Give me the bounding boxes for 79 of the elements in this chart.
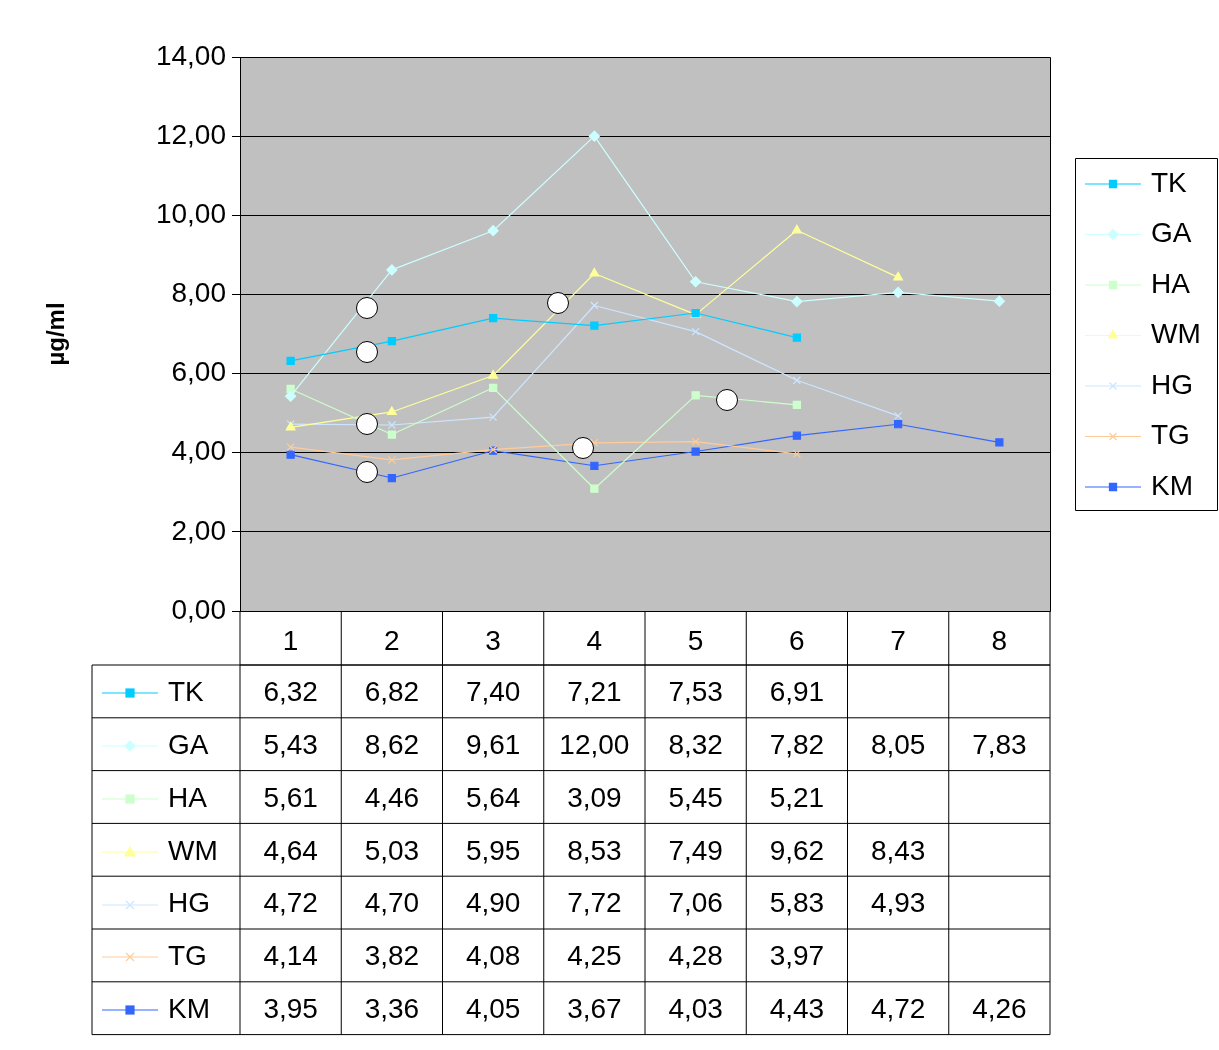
data-label: 7,83 [972,728,1027,760]
data-label: 3,09 [567,781,622,813]
data-label: 4,70 [364,887,420,919]
data-label: 9,61 [465,728,521,760]
data-label: 8,43 [870,834,926,866]
data-label: 4,72 [870,992,926,1024]
x-tick-label: 1 [282,624,299,656]
data-label: 4,72 [263,887,318,919]
data-label: 5,95 [465,834,521,866]
data-label: 9,62 [769,834,825,866]
data-label: 4,14 [263,940,318,972]
y-axis-title: µg/ml [41,302,69,366]
x-tick-label: 7 [890,624,906,656]
x-tick-label: 8 [991,624,1008,656]
data-label: 7,21 [567,676,622,708]
data-label: 4,64 [263,834,318,866]
data-label: 4,90 [465,887,521,919]
text: HG [168,887,210,919]
data-label: 6,91 [769,676,825,708]
x-tick-label: 3 [485,624,501,656]
legend-label: KM [1151,469,1193,501]
data-label: 4,43 [769,992,825,1024]
data-label: 3,95 [263,992,318,1024]
data-label: 8,32 [668,728,723,760]
data-label: 12,00 [559,728,630,760]
data-label: 5,21 [769,781,825,813]
x-tick-label: 2 [384,624,400,656]
data-label: 4,28 [668,940,723,972]
x-tick-label: 4 [586,624,603,656]
data-label: 7,49 [668,834,723,866]
text: GA [168,728,209,760]
text: WM [168,834,218,866]
y-tick-label: 2,00 [171,514,226,546]
data-label: 5,64 [465,781,521,813]
data-label: 4,08 [465,940,521,972]
data-label: 8,05 [870,728,926,760]
y-tick-label: 10,00 [155,198,226,229]
data-label: 7,06 [668,887,723,919]
data-label: 7,53 [668,676,723,708]
text: HA [1151,267,1190,299]
data-label: 7,82 [769,728,825,760]
data-label: 4,26 [972,992,1027,1024]
data-label: 8,62 [364,728,420,760]
data-label: 4,46 [364,781,420,813]
data-label: 5,03 [364,834,420,866]
data-label: 4,05 [465,992,521,1024]
y-tick-label: 14,00 [155,39,226,71]
data-label: 7,72 [567,887,622,919]
legend-label: HA [168,781,208,813]
y-tick-label: 6,00 [171,356,226,388]
data-label: 5,45 [668,781,723,813]
legend-label: TK [168,676,205,708]
text: KM [168,992,210,1024]
legend-label: WM [1151,318,1201,350]
data-label: 6,32 [263,676,318,708]
y-tick-label: 4,00 [171,435,226,467]
data-label: 5,61 [263,781,318,813]
data-label: 4,93 [870,887,926,919]
y-tick-label: 0,00 [171,593,226,625]
legend-label: GA [1151,217,1192,249]
y-tick-label: 12,00 [155,118,226,150]
data-label: 5,83 [769,887,825,919]
text: TG [168,940,207,972]
x-tick-label: 6 [789,624,805,656]
data-label: 3,67 [567,992,622,1024]
data-label: 4,25 [567,940,622,972]
y-tick-label: 8,00 [171,277,226,309]
data-label: 3,82 [364,940,420,972]
data-label: 3,97 [769,940,825,972]
data-label: 4,03 [668,992,723,1024]
data-label: 7,40 [465,676,521,708]
text: TK [1151,166,1187,198]
data-label: 3,36 [364,992,420,1024]
data-label: 8,53 [567,834,622,866]
x-tick-label: 5 [687,624,704,656]
legend-label: TG [1151,419,1190,451]
legend-label: HG [1151,368,1193,400]
data-label: 5,43 [263,728,318,760]
data-label: 6,82 [364,676,420,708]
